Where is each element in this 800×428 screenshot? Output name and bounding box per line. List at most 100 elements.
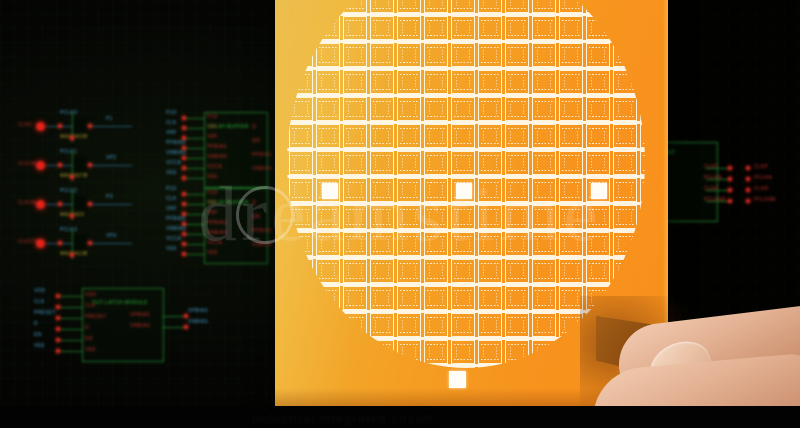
junction-dot — [58, 163, 62, 167]
die-cell — [424, 259, 448, 283]
die-cell — [640, 259, 645, 283]
pin-wire — [60, 307, 82, 309]
die-cell — [289, 0, 313, 13]
pin-wire — [186, 214, 204, 216]
input-label: CLK0 — [18, 122, 32, 128]
bus-wire — [706, 201, 730, 203]
die-cell — [397, 124, 421, 148]
die-cell — [397, 178, 421, 202]
pin-dot — [182, 232, 186, 236]
die-cell — [397, 259, 421, 283]
die-cell — [451, 205, 475, 229]
die-cell — [532, 286, 556, 310]
scribe-line — [287, 148, 645, 151]
pin-net-left: VRF — [166, 206, 177, 212]
die-cell — [397, 151, 421, 175]
pin-dot — [56, 316, 60, 320]
block-title: OUT-LATCH-MODULE — [92, 300, 148, 306]
die-cell — [478, 205, 502, 229]
die-cell — [613, 205, 637, 229]
buffer-symbol — [72, 195, 88, 213]
die-cell — [640, 205, 645, 229]
pin-wire-out — [162, 327, 186, 329]
scribe-line — [287, 364, 645, 367]
die-cell — [505, 43, 529, 67]
pin-dot — [182, 242, 186, 246]
pin-net-left: PRESET — [34, 310, 56, 316]
bus-wire — [706, 168, 730, 170]
die-cell — [478, 70, 502, 94]
die-cell — [316, 232, 340, 256]
die-cell — [505, 16, 529, 40]
bus-dot-2 — [746, 188, 750, 192]
scribe-line — [287, 40, 645, 43]
junction-dot — [58, 124, 62, 128]
die-cell — [316, 313, 340, 337]
pin-label-left: P1D — [207, 114, 218, 120]
die-cell — [289, 313, 313, 337]
photomask-plate[interactable] — [275, 0, 668, 408]
die-cell — [451, 313, 475, 337]
die-cell — [559, 151, 583, 175]
pin-net-left: PFBIAS — [166, 140, 186, 146]
die-cell — [316, 340, 340, 364]
scribe-line — [287, 67, 645, 70]
buffer-symbol — [72, 234, 88, 252]
die-cell — [370, 286, 394, 310]
die-cell — [640, 151, 645, 175]
die-cell — [505, 232, 529, 256]
pin-wire — [186, 244, 204, 246]
die-cell — [370, 340, 394, 364]
die-cell — [289, 43, 313, 67]
die-cell — [586, 16, 610, 40]
die-cell — [586, 205, 610, 229]
die-cell — [613, 0, 637, 13]
die-cell — [532, 124, 556, 148]
die-cell — [451, 124, 475, 148]
die-cell — [613, 259, 637, 283]
bus-net-label: CLKP — [754, 164, 769, 170]
pin-label-left: VRF — [207, 210, 218, 216]
scribe-line — [287, 310, 645, 313]
die-cell — [424, 16, 448, 40]
die-cell — [478, 124, 502, 148]
buffer-out-wire — [92, 165, 132, 167]
die-cell — [370, 178, 394, 202]
pin-wire — [186, 118, 204, 120]
die-cell — [478, 313, 502, 337]
die-cell — [316, 43, 340, 67]
die-cell — [397, 43, 421, 67]
die-cell — [370, 232, 394, 256]
pin-net-left: VEE — [166, 170, 177, 176]
die-cell — [289, 286, 313, 310]
bottom-band-text: Industrial integrated circuit — [252, 411, 433, 426]
die-cell — [640, 97, 645, 121]
pin-dot — [56, 349, 60, 353]
pin-net-left: VDD — [34, 288, 46, 294]
pin-wire — [186, 224, 204, 226]
buffer-out-dot — [88, 202, 92, 206]
die-cell — [343, 70, 367, 94]
input-node — [36, 161, 45, 170]
input-node — [36, 122, 45, 131]
die-cell — [505, 97, 529, 121]
pin-dot — [182, 136, 186, 140]
pin-label-left: CLK — [85, 303, 96, 309]
pin-label-left: VCCA — [207, 240, 223, 246]
bus-dot — [728, 177, 732, 181]
pin-dot — [182, 192, 186, 196]
die-cell — [397, 340, 421, 364]
pin-label-left: EN — [85, 336, 93, 342]
die-cell — [613, 232, 637, 256]
die-cell — [451, 43, 475, 67]
pin-net-left: P1D — [166, 110, 177, 116]
die-cell — [505, 151, 529, 175]
die-cell — [586, 232, 610, 256]
die-cell — [370, 124, 394, 148]
die-cell — [424, 367, 448, 368]
gnd-dot — [70, 136, 74, 140]
